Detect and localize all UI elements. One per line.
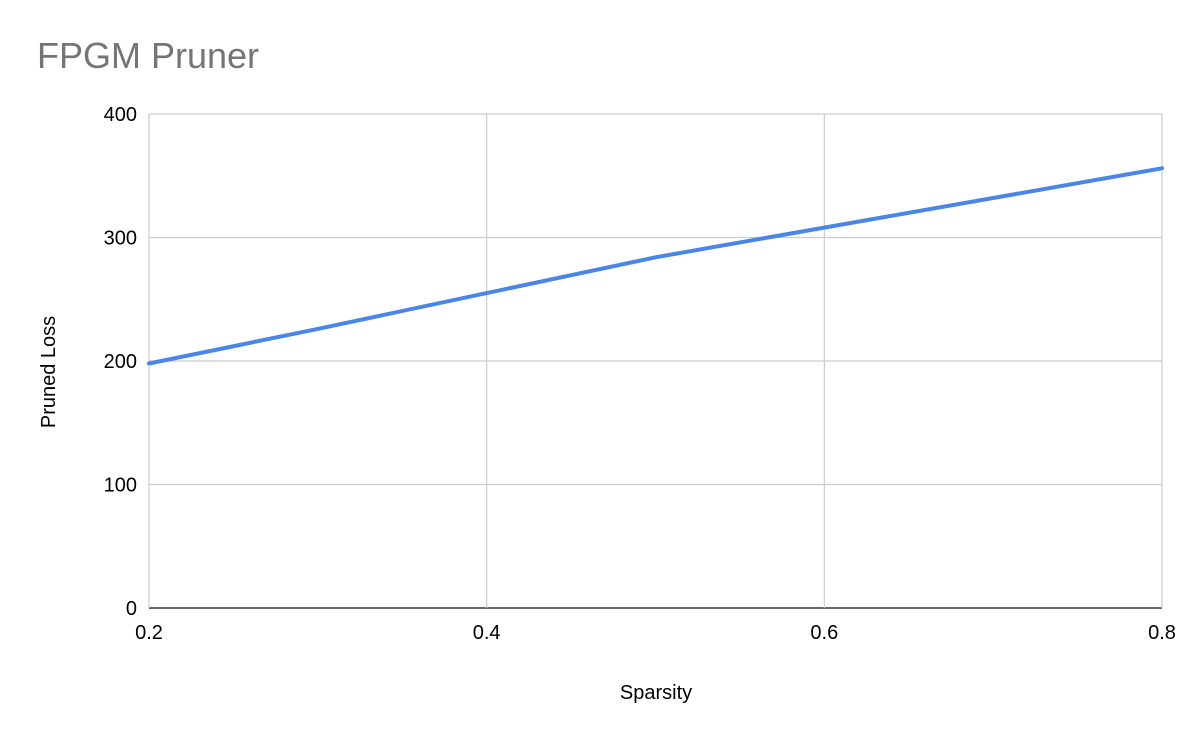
- grid: [148, 113, 1163, 609]
- x-tick-label: 0.8: [1148, 622, 1176, 644]
- chart-title: FPGM Pruner: [37, 35, 259, 76]
- x-tick-label: 0.4: [473, 622, 501, 644]
- y-tick-label: 100: [104, 475, 137, 497]
- y-tick-label: 0: [126, 598, 137, 620]
- y-tick-label: 300: [104, 228, 137, 250]
- y-tick-label: 200: [104, 351, 137, 373]
- x-axis-title: Sparsity: [620, 682, 692, 704]
- tick-labels: 0 100 200 300 400 0.2 0.4 0.6 0.8: [104, 104, 1176, 644]
- series-layer: [147, 166, 1164, 366]
- x-tick-label: 0.2: [135, 622, 163, 644]
- y-axis-title: Pruned Loss: [38, 316, 60, 428]
- x-tick-label: 0.6: [810, 622, 838, 644]
- series-line: [147, 166, 1164, 366]
- y-tick-label: 400: [104, 104, 137, 126]
